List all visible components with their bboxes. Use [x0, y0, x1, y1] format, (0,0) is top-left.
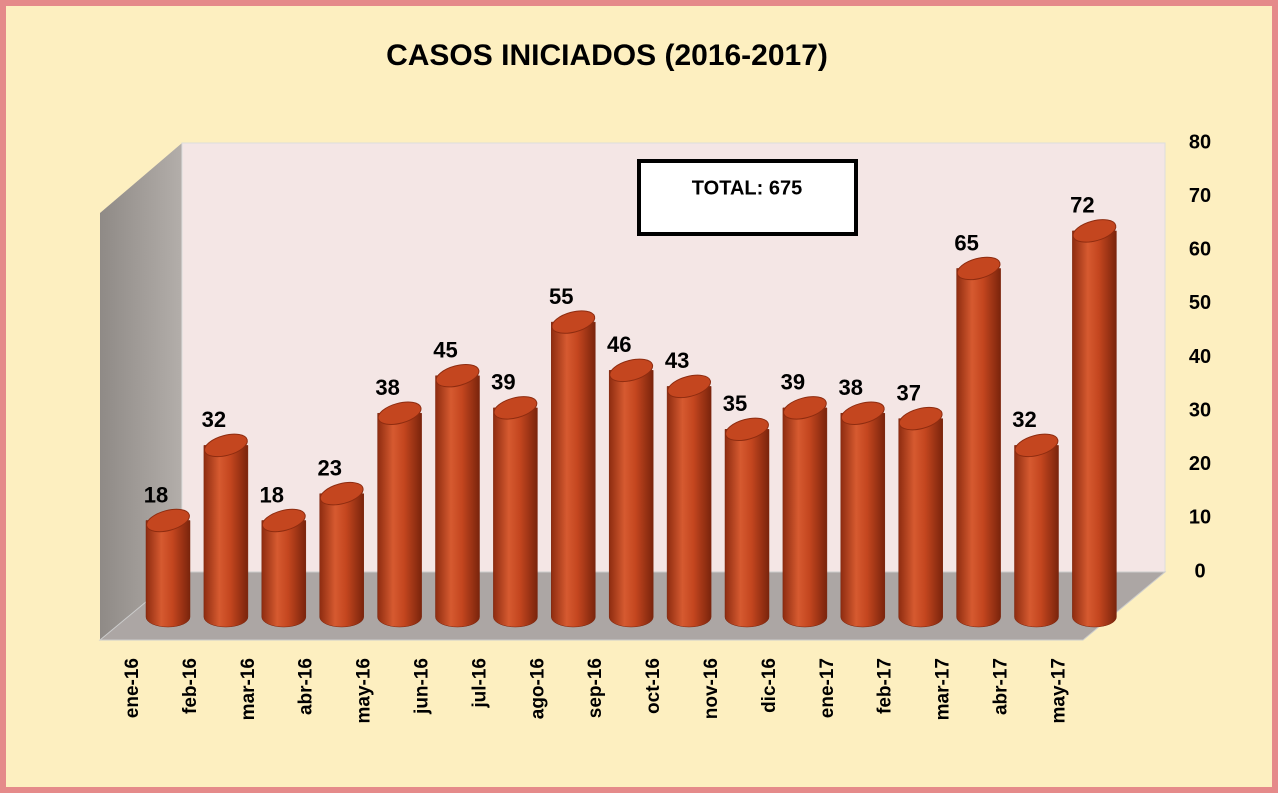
value-label: 43 — [665, 348, 689, 373]
y-tick-label: 10 — [1189, 507, 1211, 529]
bar — [551, 321, 596, 628]
y-tick-label: 0 — [1194, 560, 1205, 582]
bar-top — [898, 406, 943, 431]
value-label: 39 — [491, 370, 515, 395]
x-tick-label: oct-16 — [643, 658, 664, 714]
value-label: 18 — [144, 482, 168, 507]
x-tick-label: jun-16 — [412, 658, 433, 715]
value-label: 46 — [607, 332, 631, 357]
y-tick-label: 50 — [1189, 292, 1211, 314]
bar — [261, 520, 307, 628]
bar-top — [782, 396, 827, 420]
bar-top — [1072, 219, 1117, 243]
y-tick-label: 80 — [1189, 131, 1211, 153]
value-label: 55 — [549, 284, 573, 309]
value-label: 37 — [896, 380, 920, 405]
bar — [840, 412, 886, 628]
y-tick-label: 40 — [1189, 346, 1211, 368]
bar-top — [551, 310, 596, 334]
annotation-box — [637, 159, 858, 236]
bar — [319, 493, 364, 628]
bar-top — [377, 401, 422, 425]
bar — [666, 386, 712, 628]
bar-top — [493, 396, 538, 420]
y-tick-label: 20 — [1189, 453, 1211, 475]
bar-top — [319, 481, 364, 506]
value-label: 45 — [433, 338, 457, 363]
bar — [435, 375, 480, 628]
bar — [782, 407, 828, 628]
x-tick-label: abr-16 — [296, 658, 317, 715]
x-tick-label: sep-16 — [585, 658, 606, 718]
bar — [203, 445, 249, 628]
x-tick-label: dic-16 — [759, 658, 780, 713]
y-tick-label: 70 — [1189, 185, 1211, 207]
x-tick-label: abr-17 — [991, 658, 1012, 715]
y-tick-label: 60 — [1189, 239, 1211, 261]
x-tick-label: ago-16 — [527, 658, 548, 719]
x-tick-label: ene-17 — [817, 658, 838, 718]
value-label: 65 — [954, 230, 978, 255]
bar-top — [840, 401, 885, 425]
bar-top — [203, 433, 248, 458]
value-label: 23 — [317, 455, 341, 480]
x-tick-label: nov-16 — [701, 658, 722, 719]
x-tick-label: may-17 — [1048, 658, 1069, 724]
bar — [493, 407, 538, 628]
x-tick-label: feb-17 — [875, 658, 896, 714]
bar-top — [667, 374, 712, 399]
bar-top — [609, 358, 654, 383]
bar-top — [956, 256, 1001, 281]
value-label: 39 — [781, 370, 805, 395]
value-label: 32 — [202, 407, 226, 432]
value-label: 35 — [723, 391, 747, 416]
x-tick-label: may-16 — [354, 658, 375, 724]
x-tick-label: mar-16 — [238, 658, 259, 720]
bar — [1072, 230, 1117, 628]
annotation: TOTAL: 675 — [692, 177, 802, 199]
value-label: 38 — [839, 375, 863, 400]
chart-title: CASOS INICIADOS (2016-2017) — [386, 39, 828, 72]
bar — [1014, 445, 1059, 628]
value-label: 38 — [375, 375, 399, 400]
bar — [145, 520, 191, 628]
y-tick-label: 30 — [1189, 399, 1211, 421]
bar-top — [261, 508, 306, 533]
x-tick-label: feb-16 — [180, 658, 201, 714]
bar — [608, 370, 654, 628]
value-label: 18 — [260, 482, 284, 507]
bar — [898, 418, 943, 628]
x-tick-label: ene-16 — [122, 658, 143, 718]
bar — [956, 268, 1001, 628]
bar — [377, 412, 422, 628]
x-tick-label: jul-16 — [469, 658, 490, 709]
value-label: 32 — [1012, 407, 1036, 432]
value-label: 72 — [1070, 193, 1094, 218]
bar — [724, 429, 770, 628]
bar-top — [1014, 433, 1059, 458]
bar-top — [435, 363, 480, 388]
x-tick-label: mar-17 — [933, 658, 954, 720]
bar-top — [725, 417, 769, 442]
bar-top — [146, 508, 190, 533]
